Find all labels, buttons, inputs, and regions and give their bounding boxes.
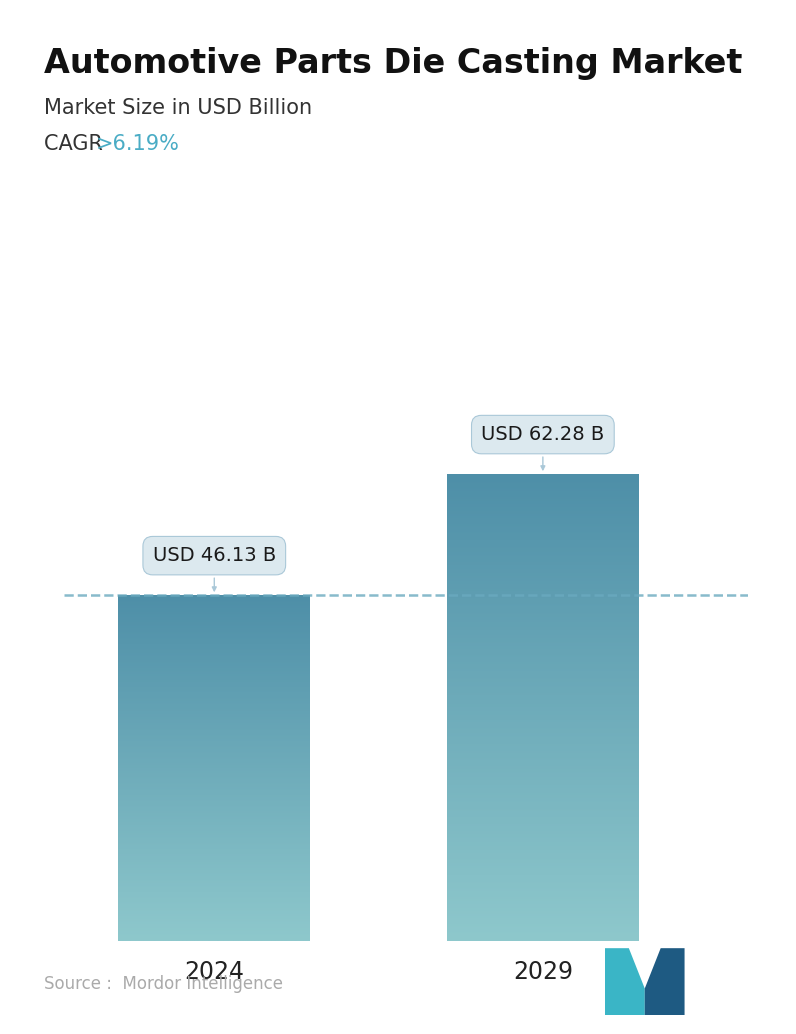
Text: Market Size in USD Billion: Market Size in USD Billion bbox=[44, 98, 312, 118]
Polygon shape bbox=[645, 948, 685, 1015]
Text: >6.19%: >6.19% bbox=[96, 134, 179, 154]
Text: USD 62.28 B: USD 62.28 B bbox=[482, 425, 604, 469]
Text: Source :  Mordor Intelligence: Source : Mordor Intelligence bbox=[44, 975, 283, 993]
Text: USD 46.13 B: USD 46.13 B bbox=[153, 546, 276, 590]
Text: Automotive Parts Die Casting Market: Automotive Parts Die Casting Market bbox=[44, 47, 742, 80]
Text: CAGR: CAGR bbox=[44, 134, 109, 154]
Polygon shape bbox=[605, 948, 645, 1015]
